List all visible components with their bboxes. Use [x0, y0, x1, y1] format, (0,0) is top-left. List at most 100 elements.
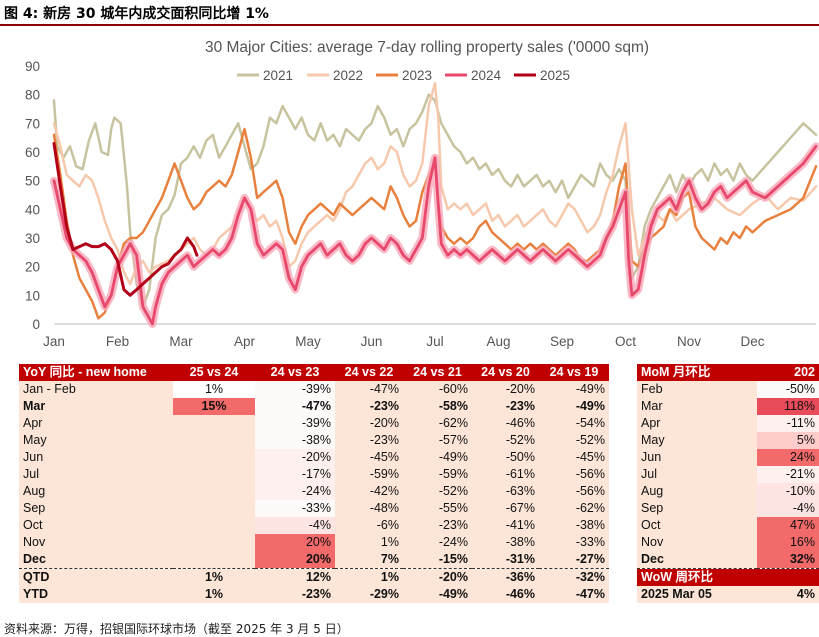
y-tick-label: 70	[25, 116, 40, 131]
yoy-cell: -55%	[403, 500, 472, 517]
mom-row-label: Feb	[637, 381, 757, 398]
mom-row-label: Mar	[637, 398, 757, 415]
chart-title: 30 Major Cities: average 7-day rolling p…	[205, 39, 649, 56]
mom-cell: 5%	[757, 432, 819, 449]
y-tick-label: 50	[25, 174, 40, 189]
yoy-col-header: 24 vs 20	[472, 364, 539, 381]
yoy-cell: -48%	[335, 500, 403, 517]
yoy-cell: -20%	[335, 415, 403, 432]
yoy-cell: -62%	[403, 415, 472, 432]
legend-label-2025: 2025	[540, 68, 570, 83]
legend-label-2023: 2023	[402, 68, 432, 83]
yoy-cell: -56%	[539, 483, 609, 500]
legend-label-2021: 2021	[263, 68, 293, 83]
mom-row: Nov 16%	[637, 534, 819, 551]
mom-row: Oct 47%	[637, 517, 819, 534]
yoy-row: QTD 1% 12% 1% -20% -36% -32%	[19, 568, 609, 586]
series-line-2021	[52, 93, 818, 309]
mom-cell: 47%	[757, 517, 819, 534]
yoy-cell: -39%	[255, 415, 335, 432]
mom-header-row: MoM 月环比 202	[637, 364, 819, 381]
yoy-cell: -23%	[335, 398, 403, 415]
x-tick-label: Mar	[169, 334, 193, 349]
legend-label-2024: 2024	[471, 68, 502, 83]
mom-row: Dec 32%	[637, 551, 819, 569]
yoy-header-label: YoY 同比 - new home	[19, 364, 173, 381]
yoy-cell: -38%	[255, 432, 335, 449]
source-footnote: 资料来源：万得，招银国际环球市场（截至 2025 年 3 月 5 日）	[4, 622, 349, 636]
yoy-row: Mar 15% -47% -23% -58% -23% -49%	[19, 398, 609, 415]
yoy-row-label: Oct	[19, 517, 173, 534]
yoy-cell: -49%	[539, 381, 609, 398]
yoy-cell: -49%	[403, 586, 472, 603]
mom-row: Aug -10%	[637, 483, 819, 500]
yoy-cell	[173, 449, 255, 466]
yoy-col-header: 24 vs 23	[255, 364, 335, 381]
yoy-cell: -41%	[472, 517, 539, 534]
x-tick-label: Oct	[615, 334, 636, 349]
yoy-cell: -60%	[403, 381, 472, 398]
mom-header-value: 202	[757, 364, 819, 381]
mom-row-label: Oct	[637, 517, 757, 534]
yoy-cell: -33%	[539, 534, 609, 551]
yoy-cell: -39%	[255, 381, 335, 398]
yoy-col-header: 24 vs 22	[335, 364, 403, 381]
yoy-cell: -24%	[403, 534, 472, 551]
yoy-cell: -31%	[472, 551, 539, 569]
yoy-cell: -57%	[403, 432, 472, 449]
yoy-cell	[173, 466, 255, 483]
wow-header-label: WoW 周环比	[637, 568, 819, 586]
yoy-row: Dec 20% 7% -15% -31% -27%	[19, 551, 609, 569]
series-line-2024	[52, 144, 818, 326]
yoy-cell	[173, 534, 255, 551]
yoy-cell: -24%	[255, 483, 335, 500]
yoy-cell: -23%	[255, 586, 335, 603]
yoy-row-label: May	[19, 432, 173, 449]
x-tick-label: Apr	[234, 334, 256, 349]
yoy-cell: -52%	[539, 432, 609, 449]
yoy-row-label: YTD	[19, 586, 173, 603]
series-lines	[50, 81, 819, 328]
yoy-cell: -23%	[403, 517, 472, 534]
yoy-cell: 1%	[173, 568, 255, 586]
legend-label-2022: 2022	[333, 68, 363, 83]
y-axis: 0 10 20 30 40 50 60 70 80 90	[25, 59, 40, 332]
mom-row-label: Apr	[637, 415, 757, 432]
title-rule	[0, 24, 819, 26]
yoy-row-label: Jul	[19, 466, 173, 483]
yoy-cell: -52%	[403, 483, 472, 500]
yoy-cell: -63%	[472, 483, 539, 500]
yoy-row: Oct -4% -6% -23% -41% -38%	[19, 517, 609, 534]
yoy-col-header: 24 vs 19	[539, 364, 609, 381]
yoy-row-label: QTD	[19, 568, 173, 586]
yoy-cell: 1%	[335, 568, 403, 586]
yoy-cell: -45%	[539, 449, 609, 466]
yoy-cell: 20%	[255, 551, 335, 569]
yoy-cell: -49%	[403, 449, 472, 466]
wow-row: 2025 Mar 05 4%	[637, 586, 819, 603]
y-tick-label: 20	[25, 260, 40, 275]
yoy-cell	[173, 483, 255, 500]
x-tick-label: Jul	[426, 334, 443, 349]
yoy-cell: -61%	[472, 466, 539, 483]
x-tick-label: Aug	[486, 334, 510, 349]
yoy-cell: 15%	[173, 398, 255, 415]
figure-title: 图 4: 新房 30 城年内成交面积同比增 1%	[4, 6, 269, 22]
mom-row-label: Jul	[637, 466, 757, 483]
yoy-cell: -6%	[335, 517, 403, 534]
y-tick-label: 0	[32, 317, 40, 332]
mom-row-label: Dec	[637, 551, 757, 569]
yoy-cell: -4%	[255, 517, 335, 534]
yoy-cell: 20%	[255, 534, 335, 551]
yoy-cell: -56%	[539, 466, 609, 483]
yoy-cell: -23%	[335, 432, 403, 449]
mom-row: Mar 118%	[637, 398, 819, 415]
yoy-row: Sep -33% -48% -55% -67% -62%	[19, 500, 609, 517]
mom-cell: -11%	[757, 415, 819, 432]
yoy-row-label: Jun	[19, 449, 173, 466]
x-axis: Jan Feb Mar Apr May Jun Jul Aug Sep Oct Nov Dec	[43, 323, 816, 349]
yoy-row-label: Sep	[19, 500, 173, 517]
yoy-cell: -67%	[472, 500, 539, 517]
mom-cell: 118%	[757, 398, 819, 415]
yoy-cell: -54%	[539, 415, 609, 432]
